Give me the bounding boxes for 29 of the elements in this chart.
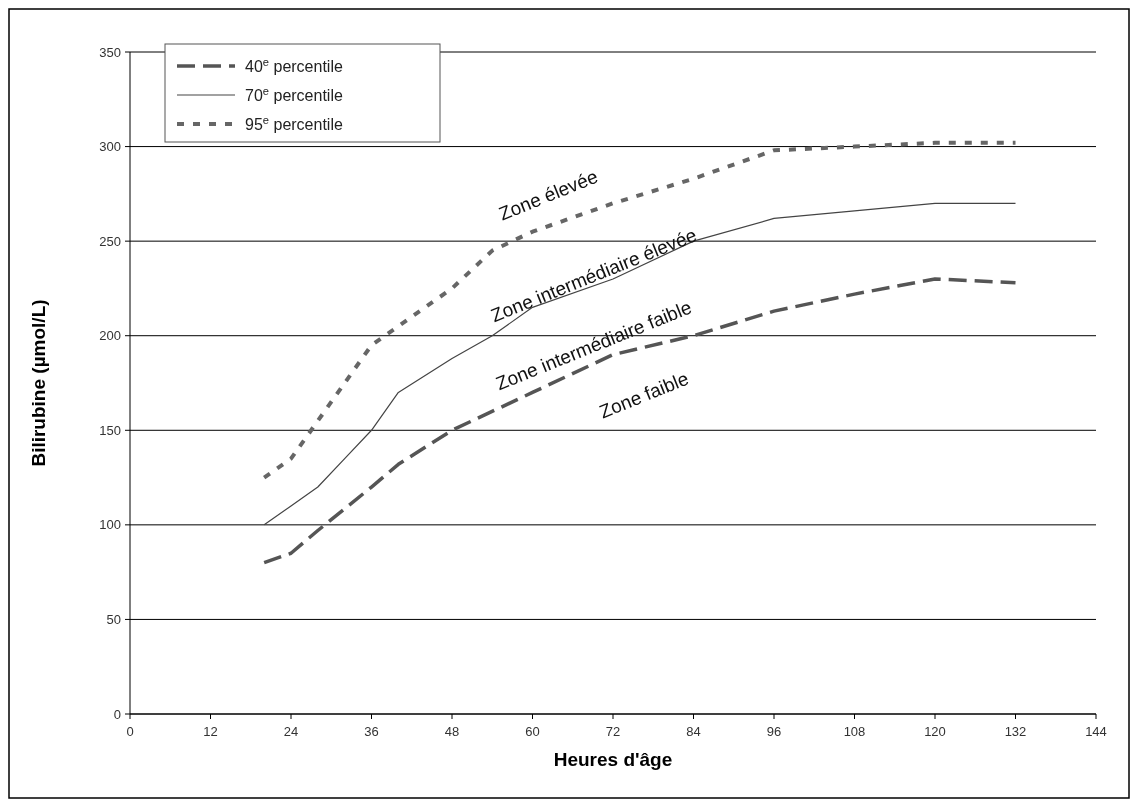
- annotation: Zone faible: [596, 367, 692, 423]
- annotation: Zone élevée: [495, 165, 601, 225]
- x-tick-label: 0: [126, 724, 134, 739]
- x-tick-label: 72: [605, 724, 621, 739]
- y-tick-label: 350: [99, 44, 121, 60]
- x-axis-title: Heures d'âge: [553, 749, 673, 770]
- y-axis-title: Bilirubine (µmol/L): [28, 299, 49, 467]
- y-tick-label: 300: [99, 139, 121, 155]
- y-tick-label: 200: [99, 328, 121, 344]
- x-tick-label: 12: [203, 724, 218, 739]
- x-tick-label: 24: [283, 724, 299, 739]
- y-tick-label: 50: [106, 611, 121, 627]
- x-tick-label: 144: [1085, 724, 1107, 739]
- x-tick-label: 120: [924, 724, 946, 739]
- x-tick-label: 132: [1004, 724, 1027, 739]
- y-tick-label: 250: [99, 233, 121, 249]
- y-tick-label: 0: [113, 706, 121, 722]
- line-series: [262, 140, 1018, 480]
- x-tick-label: 60: [525, 724, 540, 739]
- x-tick-label: 108: [843, 724, 866, 739]
- x-tick-label: 96: [766, 724, 782, 739]
- x-tick-label: 84: [686, 724, 701, 739]
- y-tick-label: 100: [99, 517, 121, 533]
- y-tick-label: 150: [99, 422, 121, 438]
- legend-label: 95$^{e}$ percentile: [245, 113, 343, 133]
- legend-label: 40$^{e}$ percentile: [245, 55, 343, 75]
- legend-label: 70$^{e}$ percentile: [245, 84, 343, 104]
- x-tick-label: 36: [364, 724, 379, 739]
- x-tick-label: 48: [444, 724, 460, 739]
